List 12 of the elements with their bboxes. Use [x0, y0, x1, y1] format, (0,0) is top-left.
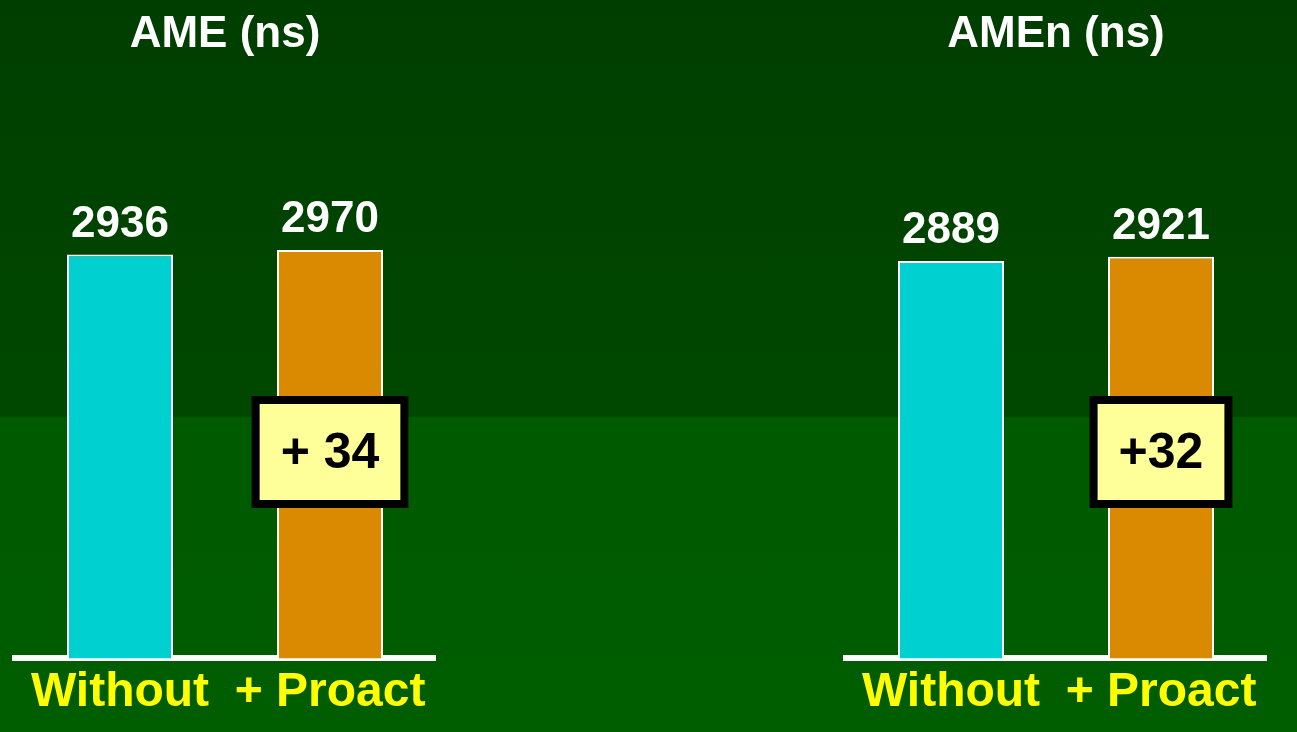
data-label: 2936	[71, 196, 169, 246]
annotation: +32	[1118, 422, 1204, 479]
chart-title: AME (ns)	[129, 6, 321, 56]
chart-title: AMEn (ns)	[947, 6, 1165, 56]
x-tick-label: Without	[861, 663, 1041, 717]
annotation: + 34	[280, 422, 380, 479]
data-label: 2970	[281, 192, 379, 242]
x-tick-label: + Proact	[234, 663, 426, 717]
x-tick-label: + Proact	[1065, 663, 1257, 717]
x-tick-label: Without	[30, 663, 210, 717]
data-label: 2921	[1112, 198, 1210, 248]
data-label: 2889	[902, 203, 1000, 253]
